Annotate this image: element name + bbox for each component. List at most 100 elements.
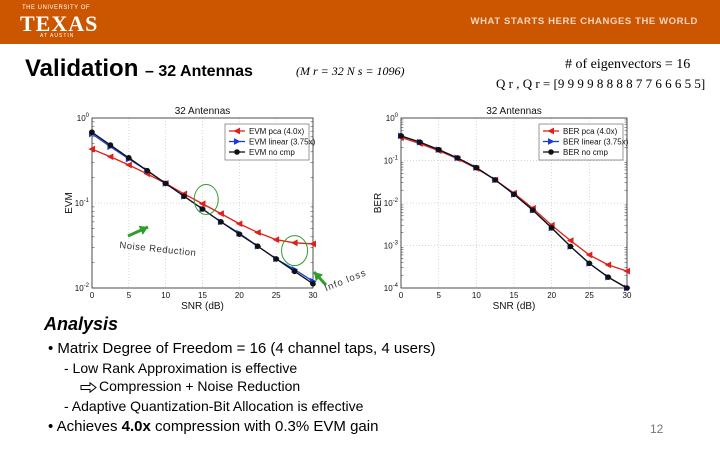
equation-params: (M r = 32 N s = 1096) xyxy=(296,64,405,78)
evm-data-point xyxy=(272,236,280,244)
logo-sub-text: AT AUSTIN xyxy=(40,33,75,39)
evm-xlabel: SNR (dB) xyxy=(181,301,224,312)
ber-ylabel: BER xyxy=(373,193,384,214)
evm-data-point xyxy=(126,155,132,161)
evm-data-point xyxy=(254,229,261,236)
ber-legend-label: BER no cmp xyxy=(563,148,608,157)
ber-data-point xyxy=(454,155,461,161)
sub-compression: Compression + Noise Reduction xyxy=(80,378,300,394)
sub-low-rank: - Low Rank Approximation is effective xyxy=(64,360,298,376)
evm-title: 32 Antennas xyxy=(175,106,231,117)
ber-legend-label: BER linear (3.75x) xyxy=(563,138,629,147)
ber-ytick-label: 10-3 xyxy=(384,241,399,251)
bullet-compression-bold: 4.0x xyxy=(121,418,151,435)
evm-legend-marker xyxy=(234,149,240,155)
ber-xtick-label: 0 xyxy=(399,291,404,300)
ber-series-3 xyxy=(398,133,630,291)
evm-xtick-label: 20 xyxy=(235,291,244,300)
analysis-heading: Analysis xyxy=(44,314,119,334)
evm-legend-label: EVM linear (3.75x) xyxy=(249,138,316,147)
evm-frame xyxy=(91,117,314,289)
evm-ylabel: EVM xyxy=(64,192,75,214)
arrow-info-loss-head xyxy=(314,272,324,282)
evm-legend-label: EVM no cmp xyxy=(249,148,295,157)
bullet-dof: • Matrix Degree of Freedom = 16 (4 chann… xyxy=(48,340,436,357)
evm-ytick-label: 10-1 xyxy=(75,198,90,208)
evm-data-point xyxy=(273,256,279,262)
ber-legend-marker xyxy=(548,149,554,155)
ber-data-point xyxy=(398,133,404,139)
evm-data-point xyxy=(217,210,224,218)
highlight-circle-noise xyxy=(193,183,219,215)
ber-data-point xyxy=(567,243,574,250)
ber-data-point xyxy=(604,261,612,269)
bullet-compression: • Achieves 4.0x compression with 0.3% EV… xyxy=(48,418,378,435)
evm-legend: EVM pca (4.0x) EVM linear (3.75x)EVM no c… xyxy=(224,123,316,161)
ber-data-point xyxy=(548,225,555,231)
sub-compression-text: Compression + Noise Reduction xyxy=(99,378,301,394)
evm-xtick-label: 5 xyxy=(127,291,132,300)
arrow-info-loss xyxy=(312,270,328,287)
evm-xtick-label: 10 xyxy=(161,291,170,300)
ber-data-point xyxy=(435,146,442,153)
arrow-noise-reduction-head xyxy=(138,225,148,235)
logo-top-text: THE UNIVERSITY OF xyxy=(22,5,91,11)
arrow-noise-reduction xyxy=(127,225,149,238)
ber-xtick-label: 5 xyxy=(436,291,441,300)
ber-data-point xyxy=(511,191,517,198)
evm-data-point xyxy=(235,220,243,228)
ber-title: 32 Antennas xyxy=(486,106,542,117)
evm-data-point xyxy=(106,153,114,161)
evm-data-point xyxy=(291,268,298,275)
slide-title-main: Validation xyxy=(25,55,139,82)
ber-xtick-label: 15 xyxy=(510,291,519,300)
evm-chart: 0 5 10 15 20 25 30 10-2 10-1 100 32 Antennas SNR (d… xyxy=(64,106,328,312)
ber-xtick-label: 10 xyxy=(472,291,481,300)
highlight-circle-loss xyxy=(281,235,309,267)
evm-legend-label: EVM pca (4.0x) xyxy=(249,127,304,136)
ber-data-point xyxy=(566,237,574,245)
ber-xtick-label: 25 xyxy=(585,291,594,300)
ber-legend-marker xyxy=(547,127,554,135)
sub-adaptive: - Adaptive Quantization-Bit Allocation i… xyxy=(64,398,364,414)
evm-data-point xyxy=(88,145,95,153)
ber-data-point xyxy=(492,177,498,183)
ber-xlabel: SNR (dB) xyxy=(493,301,536,312)
evm-legend-marker xyxy=(233,127,240,135)
evm-data-point xyxy=(309,240,316,248)
evm-data-point xyxy=(218,219,224,225)
evm-xtick-label: 25 xyxy=(272,291,281,300)
bullet-compression-post: compression with 0.3% EVM gain xyxy=(150,418,379,435)
ber-data-point xyxy=(585,251,593,259)
ber-data-point xyxy=(417,139,423,145)
ber-frame xyxy=(400,117,628,289)
evm-data-point xyxy=(144,167,151,174)
evm-data-point xyxy=(290,239,298,247)
evm-data-point xyxy=(254,243,261,250)
ber-legend-marker xyxy=(548,138,555,145)
ber-data-point xyxy=(473,164,480,171)
slide-title-sub: – 32 Antennas xyxy=(145,63,253,80)
slide-title: Validation – 32 Antennas xyxy=(25,55,253,83)
header-banner: THE UNIVERSITY OF TEXAS AT AUSTIN WHAT S… xyxy=(0,0,720,44)
evm-xtick-label: 15 xyxy=(198,291,207,300)
ber-data-point xyxy=(623,267,630,275)
ber-xtick-label: 20 xyxy=(547,291,556,300)
ber-ytick-label: 10-4 xyxy=(384,283,399,293)
hollow-arrow-icon xyxy=(80,381,97,393)
evm-legend-marker xyxy=(234,138,241,145)
evm-data-point xyxy=(162,180,169,187)
evm-data-point xyxy=(89,129,95,136)
evm-data-point xyxy=(310,281,316,287)
tagline: WHAT STARTS HERE CHANGES THE WORLD xyxy=(470,16,698,27)
evm-ytick-label: 100 xyxy=(77,113,90,123)
evm-xtick-label: 30 xyxy=(309,291,318,300)
evm-data-point xyxy=(199,206,206,212)
ber-data-point xyxy=(605,274,611,280)
evm-data-point xyxy=(107,142,114,148)
ber-xtick-label: 30 xyxy=(623,291,632,300)
evm-xtick-label: 0 xyxy=(90,291,95,300)
ber-ytick-label: 10-2 xyxy=(384,198,399,208)
ber-ytick-label: 100 xyxy=(386,113,399,123)
page-number: 12 xyxy=(650,422,664,436)
